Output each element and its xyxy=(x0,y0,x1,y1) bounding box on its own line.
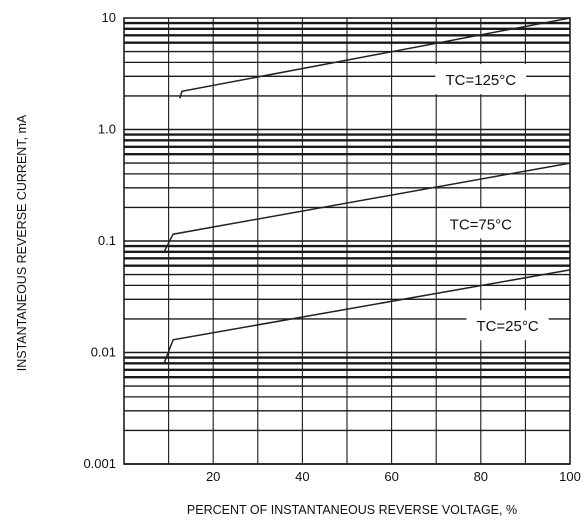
series-labels: TC=125°C TC=75°C TC=25°C xyxy=(445,72,538,335)
y-tick-label: 1.0 xyxy=(98,122,116,137)
series-line-2 xyxy=(163,162,571,253)
series-label: TC=25°C xyxy=(476,318,538,335)
y-tick-label: 0.1 xyxy=(98,233,116,248)
x-tick-labels: 20 40 60 80 100 xyxy=(206,469,581,484)
series-label: TC=75°C xyxy=(450,216,512,233)
series-lines xyxy=(163,17,571,364)
x-tick-label: 20 xyxy=(206,469,220,484)
series-label-boxes xyxy=(435,64,549,341)
x-axis-title: PERCENT OF INSTANTANEOUS REVERSE VOLTAGE… xyxy=(187,503,517,517)
series-label-box xyxy=(439,208,522,239)
series-label-box xyxy=(435,64,527,95)
y-tick-label: 10 xyxy=(102,10,116,25)
series-line-3 xyxy=(163,269,571,364)
series-line-1 xyxy=(179,17,571,99)
x-tick-label: 80 xyxy=(474,469,488,484)
plot-frame xyxy=(123,17,571,465)
y-tick-label: 0.01 xyxy=(91,345,116,360)
x-tick-label: 60 xyxy=(384,469,398,484)
x-tick-label: 40 xyxy=(295,469,309,484)
series-label: TC=125°C xyxy=(445,72,516,89)
x-tick-label: 100 xyxy=(559,469,581,484)
series-label-box xyxy=(466,310,549,341)
y-tick-label: 0.001 xyxy=(83,456,116,471)
y-tick-labels: 10 1.0 0.1 0.01 0.001 xyxy=(83,10,116,471)
y-axis-title: INSTANTANEOUS REVERSE CURRENT, mA xyxy=(15,114,29,371)
